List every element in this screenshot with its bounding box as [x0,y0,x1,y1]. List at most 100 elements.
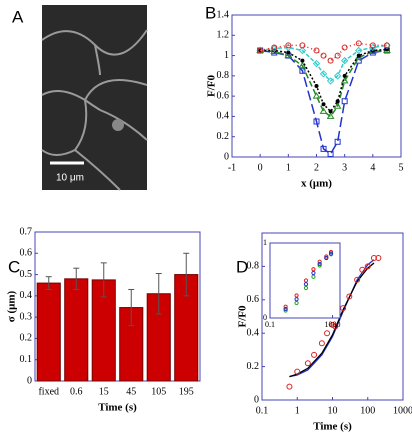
marker [319,70,328,78]
marker [283,308,288,313]
y-tick-label: 0.6 [20,248,33,259]
y-tick-label: 0.5 [20,269,33,280]
marker [314,84,319,88]
x-tick-label: 3 [342,162,347,173]
marker [354,276,361,283]
marker [286,383,293,390]
x-tick-label: 5 [399,162,404,173]
y-tick-label: 0.8 [217,70,230,81]
marker [335,99,340,104]
y-tick-label: 0.4 [217,111,230,122]
x-tick-label: 1 [295,405,300,416]
x-tick-label: fixed [38,386,59,397]
x-tick-label: 2 [314,162,319,173]
marker [304,360,311,367]
marker [327,57,334,64]
marker [355,46,363,55]
y-tick-label: 0.6 [247,294,260,305]
marker [326,112,335,119]
marker [294,368,301,375]
marker [355,40,362,47]
marker [283,304,288,309]
marker [312,92,321,99]
bar [64,278,89,382]
marker [321,102,326,107]
y-tick-label: 0.2 [247,361,260,372]
cell-borders [41,29,148,191]
marker [327,150,334,157]
marker [328,249,334,255]
x-axis-title: Time (s) [98,402,137,414]
scale-bar-label: 10 μm [56,173,84,184]
panel-label: B [205,3,216,22]
marker [319,107,328,114]
marker [341,98,348,105]
x-tick-label: 0.6 [70,386,83,397]
marker [342,73,347,78]
marker [356,53,361,58]
marker [294,293,299,298]
marker [303,285,309,291]
panel-label: D [236,257,248,276]
marker [257,47,264,54]
x-tick-label: 0.1 [256,405,269,416]
line [289,259,375,378]
y-tick-label: 0.6 [217,90,230,101]
y-tick-label: 0 [224,151,229,162]
x-tick-label: 195 [179,386,194,397]
marker [311,267,316,272]
marker [332,323,339,330]
y-tick-label: 1.4 [217,9,230,20]
y-tick-label: 0.8 [247,261,260,272]
y-axis-title: F/F0 [237,305,249,327]
marker [271,44,278,51]
marker [340,56,349,65]
y-tick-label: 0 [263,313,267,322]
marker [317,259,322,264]
line [260,48,387,113]
marker [311,274,316,279]
marker [334,52,341,59]
line [289,262,375,378]
marker [312,59,321,68]
marker [320,52,327,59]
x-tick-label: 105 [151,386,166,397]
marker [341,44,348,51]
marker [283,306,288,312]
x-tick-label: 15 [99,386,109,397]
marker [313,118,320,125]
marker [383,42,390,49]
x-tick-label: 1 [286,162,291,173]
y-tick-label: 1 [224,50,229,61]
marker [324,254,329,259]
marker [299,67,306,74]
marker [313,47,320,54]
marker [318,340,325,347]
x-tick-label: -1 [228,162,236,173]
y-tick-label: 1 [263,238,267,247]
bar [36,282,61,382]
y-tick-label: 0.7 [20,226,33,237]
y-tick-label: 0 [254,394,259,405]
marker [370,255,377,262]
plot-frame [269,242,341,319]
y-tick-label: 0.3 [20,311,33,322]
x-tick-label: 1000 [325,320,341,329]
marker [333,72,342,80]
marker [299,42,306,49]
x-axis-title: x (μm) [301,178,332,190]
x-tick-label: 4 [370,162,375,173]
marker [328,251,334,256]
marker [311,351,318,358]
x-tick-label: 100 [360,405,375,416]
x-tick-label: 10 [328,405,338,416]
y-tick-label: 1.2 [217,30,230,41]
marker [359,266,366,273]
marker [303,278,309,283]
x-tick-label: 45 [126,386,136,397]
y-tick-label: 0.4 [20,290,33,301]
x-axis-title: Time (s) [313,421,352,433]
y-tick-label: 0.2 [217,131,230,142]
marker [311,270,316,276]
marker [369,42,376,49]
